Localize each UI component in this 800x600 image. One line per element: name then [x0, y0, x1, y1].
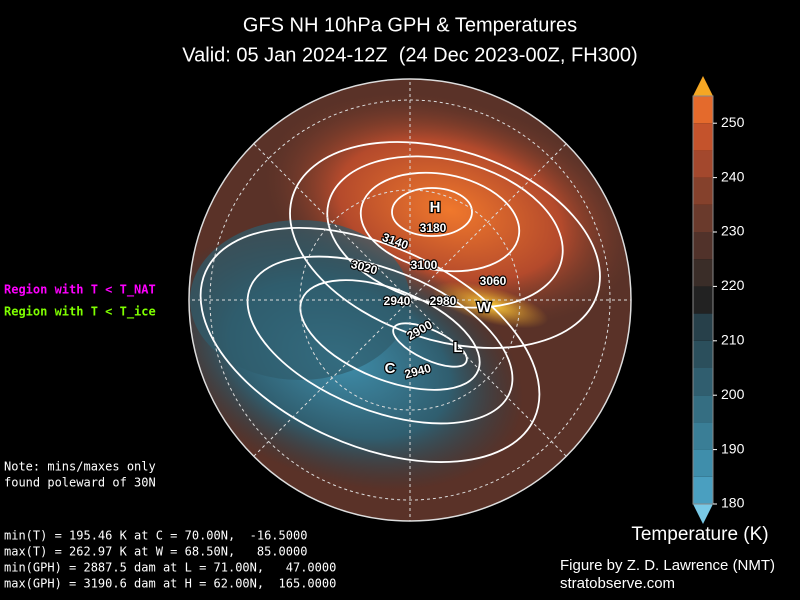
contour-label: 2980 [430, 294, 457, 308]
colorbar-band [693, 340, 713, 368]
legend-label: Region with T < T_NAT [4, 283, 156, 298]
colorbar-tick-label: 190 [721, 440, 745, 456]
note-line: Note: mins/maxes only [4, 460, 156, 474]
credit: Figure by Z. D. Lawrence (NMT) [560, 557, 775, 574]
colorbar-band [693, 177, 713, 205]
colorbar-band [693, 150, 713, 178]
title: GFS NH 10hPa GPH & Temperatures [243, 14, 577, 36]
colorbar-tick-label: 250 [721, 114, 745, 130]
colorbar-band [693, 449, 713, 477]
colorbar-tick-label: 200 [721, 386, 745, 402]
contour-label: 3100 [411, 258, 438, 272]
colorbar-band [693, 368, 713, 396]
colorbar-tick-label: 240 [721, 168, 745, 184]
colorbar-frame [692, 95, 714, 505]
legend-label: Region with T < T_ice [4, 305, 156, 320]
colorbar-band [693, 259, 713, 287]
colorbar-tick-label: 230 [721, 223, 745, 239]
credit: stratobserve.com [560, 575, 675, 592]
stats-line: min(T) = 195.46 K at C = 70.00N, -16.500… [4, 529, 307, 543]
marker: C [385, 360, 396, 377]
contour-label: 3060 [480, 274, 507, 288]
note-line: found poleward of 30N [4, 476, 156, 490]
colorbar-band [693, 232, 713, 260]
colorbar-band [693, 286, 713, 314]
colorbar-band [693, 313, 713, 341]
marker: L [453, 339, 462, 356]
colorbar-band [693, 422, 713, 450]
colorbar-band [693, 204, 713, 232]
colorbar-band [693, 395, 713, 423]
stats-line: max(GPH) = 3190.6 dam at H = 62.00N, 165… [4, 577, 336, 591]
marker: H [430, 199, 441, 216]
marker: W [477, 299, 492, 316]
colorbar-band [693, 96, 713, 124]
legend: Region with T < T_NAT Region with T < T_i… [4, 283, 156, 320]
colorbar-over [693, 76, 713, 96]
colorbar-tick-label: 210 [721, 332, 745, 348]
colorbar-band [693, 123, 713, 151]
map [189, 79, 631, 521]
colorbar-label: Temperature (K) [631, 524, 768, 545]
colorbar-under [693, 504, 713, 524]
contour-label: 3180 [420, 221, 447, 235]
stats-line: max(T) = 262.97 K at W = 68.50N, 85.0000 [4, 545, 307, 559]
colorbar-band [693, 476, 713, 504]
colorbar: 180 190 200 210 220 230 240 250 [692, 76, 745, 524]
colorbar-tick-label: 220 [721, 277, 745, 293]
stats-line: min(GPH) = 2887.5 dam at L = 71.00N, 47.… [4, 561, 336, 575]
contour-label: 2940 [384, 294, 411, 308]
map-border [188, 78, 632, 522]
colorbar-tick-label: 180 [721, 495, 745, 511]
subtitle: Valid: 05 Jan 2024-12Z (24 Dec 2023-00Z,… [182, 44, 637, 66]
